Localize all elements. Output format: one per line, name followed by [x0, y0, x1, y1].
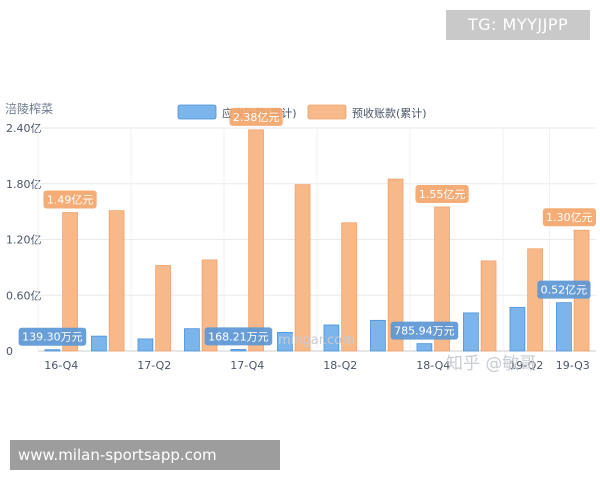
data-label-box [18, 327, 87, 346]
y-tick-label: 2.40亿 [6, 122, 42, 135]
y-tick-label: 0 [6, 345, 13, 358]
bar-receivable[interactable] [416, 343, 433, 352]
data-label: 1.55亿元 [419, 188, 466, 201]
bar-receivable[interactable] [323, 324, 340, 352]
y-tick-label: 0.60亿 [6, 289, 42, 302]
x-tick-label: 18-Q4 [416, 359, 450, 372]
data-label-box [43, 190, 97, 209]
data-label-box [390, 321, 459, 340]
bar-receivable[interactable] [509, 306, 526, 352]
bar-advance[interactable] [108, 210, 125, 352]
telegram-overlay: TG: MYYJJPP [446, 10, 590, 40]
x-tick-label: 19-Q3 [556, 359, 590, 372]
x-tick-label: 19-Q2 [509, 359, 543, 372]
bar-receivable[interactable] [556, 302, 572, 352]
watermark-site: mingar.com [278, 333, 355, 348]
legend-swatch-advance[interactable] [307, 104, 347, 120]
legend-label-advance[interactable]: 预收账款(累计) [352, 106, 427, 120]
bar-advance[interactable] [480, 260, 497, 352]
bar-advance[interactable] [527, 248, 543, 352]
bar-advance[interactable] [62, 212, 78, 352]
bar-advance[interactable] [387, 178, 404, 352]
x-tick-label: 16-Q4 [44, 359, 78, 372]
x-tick-label: 17-Q4 [230, 359, 264, 372]
x-tick-label: 17-Q2 [137, 359, 171, 372]
y-tick-label: 1.20亿 [6, 234, 42, 247]
bar-receivable[interactable] [184, 328, 200, 352]
data-label-box [415, 184, 469, 203]
y-tick-label: 1.80亿 [6, 178, 42, 191]
bar-receivable[interactable] [91, 335, 107, 352]
bar-receivable[interactable] [370, 319, 386, 352]
data-label-box [204, 327, 273, 346]
bar-advance[interactable] [294, 184, 311, 352]
bar-receivable[interactable] [277, 332, 293, 352]
data-label: 1.30亿元 [546, 211, 593, 224]
data-label: 785.94万元 [394, 325, 455, 338]
bar-receivable[interactable] [44, 349, 61, 352]
x-tick-label: 18-Q2 [323, 359, 357, 372]
watermark-corner: 涪陵榨菜 [5, 102, 54, 116]
data-label-box [542, 208, 596, 227]
watermark-brand: 知乎 @敏哥 [446, 354, 537, 374]
legend-swatch-receivable[interactable] [177, 104, 217, 120]
website-overlay[interactable]: www.milan-sportsapp.com [10, 440, 280, 470]
data-label: 0.52亿元 [541, 284, 588, 297]
bar-receivable[interactable] [230, 349, 247, 352]
data-label: 139.30万元 [22, 331, 83, 344]
bar-advance[interactable] [155, 265, 171, 352]
bar-advance[interactable] [341, 222, 357, 352]
bar-receivable[interactable] [137, 338, 154, 352]
bar-advance[interactable] [434, 206, 450, 352]
bar-receivable[interactable] [463, 312, 479, 352]
data-label: 168.21万元 [208, 330, 269, 343]
bar-advance[interactable] [248, 129, 264, 352]
data-label-box [537, 280, 591, 299]
data-label-box [229, 107, 283, 126]
data-label: 2.38亿元 [233, 111, 280, 124]
data-label: 1.49亿元 [47, 194, 94, 207]
